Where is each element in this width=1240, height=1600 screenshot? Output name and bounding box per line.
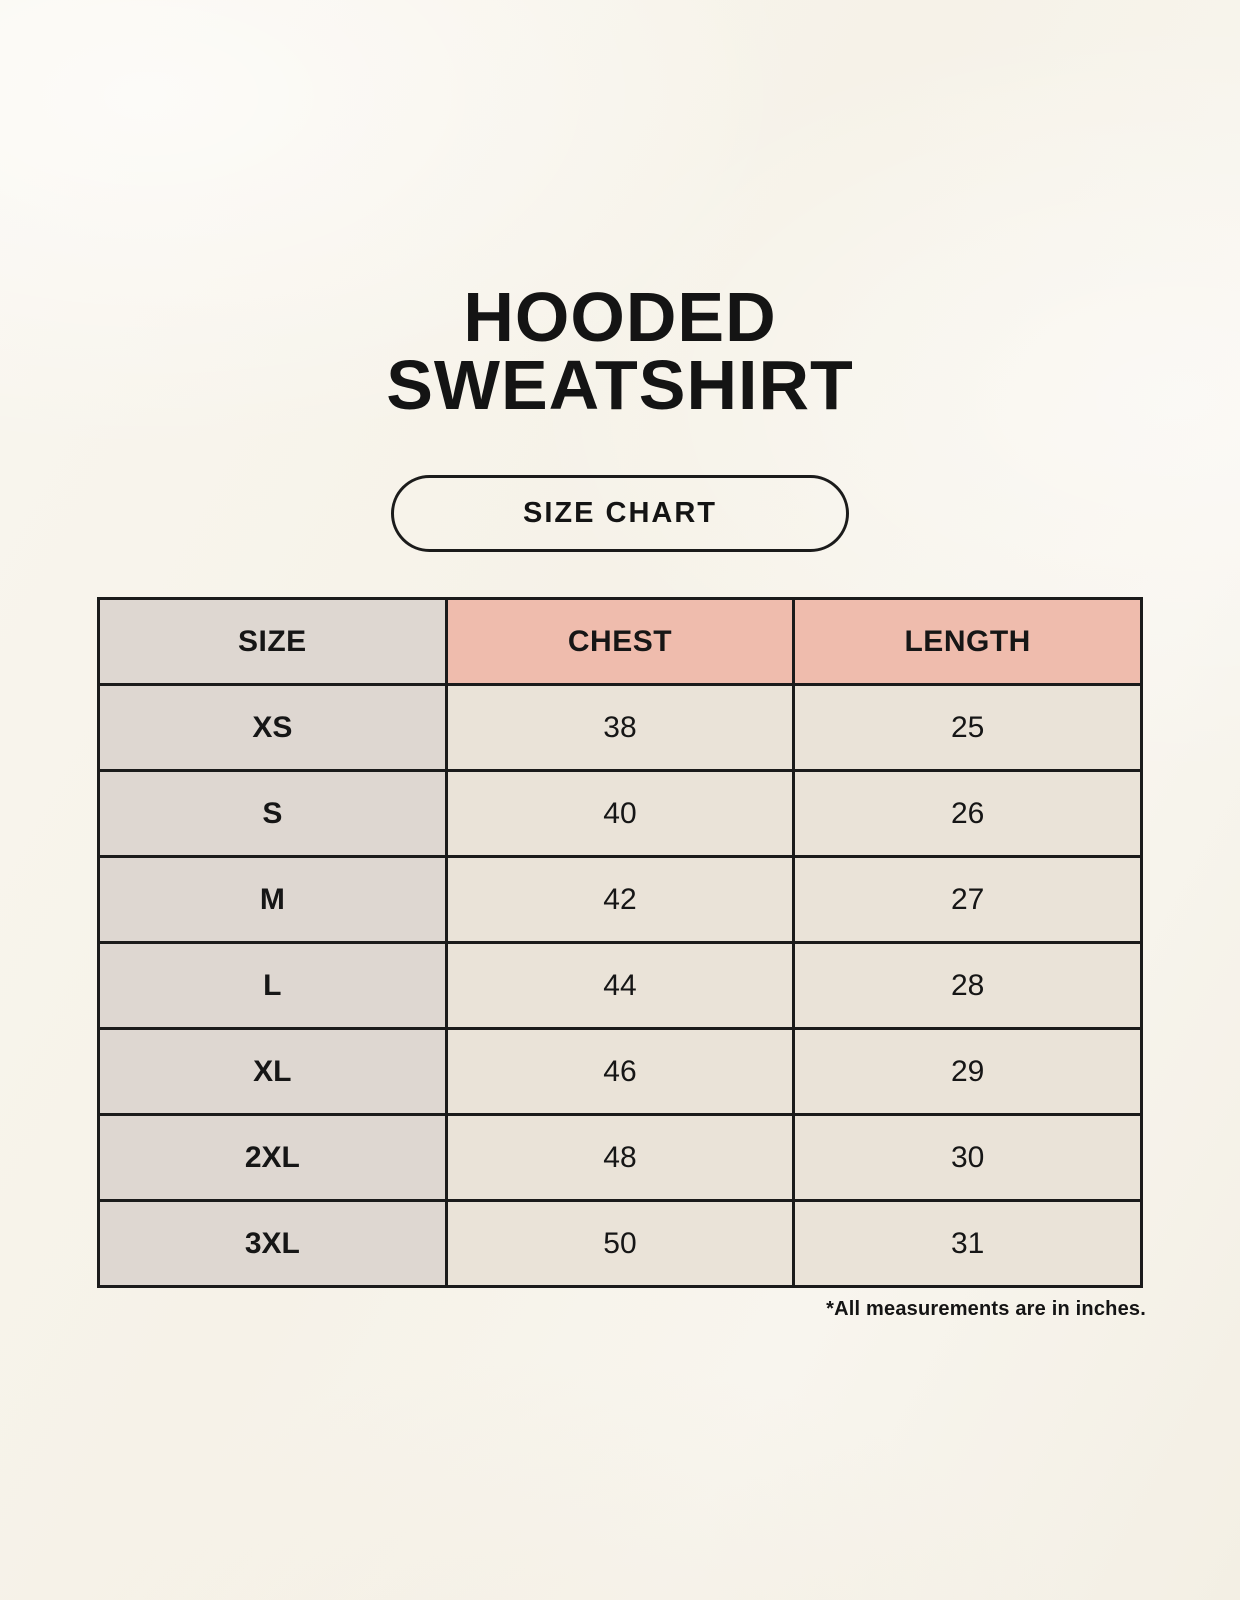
cell-size: XS bbox=[97, 683, 448, 772]
table-row: 3XL 50 31 bbox=[97, 1199, 1143, 1288]
header-cell-size: SIZE bbox=[97, 597, 448, 686]
header-cell-chest: CHEST bbox=[444, 597, 796, 686]
cell-size: 3XL bbox=[97, 1199, 448, 1288]
size-chart-table: SIZE CHEST LENGTH XS 38 25 S 40 26 M 42 … bbox=[97, 597, 1143, 1288]
cell-size: S bbox=[97, 769, 448, 858]
cell-chest: 48 bbox=[444, 1113, 796, 1202]
measurements-footnote: *All measurements are in inches. bbox=[826, 1298, 1146, 1320]
cell-length: 27 bbox=[792, 855, 1143, 944]
table-row: 2XL 48 30 bbox=[97, 1113, 1143, 1202]
size-chart-badge: SIZE CHART bbox=[391, 475, 849, 552]
cell-length: 30 bbox=[792, 1113, 1143, 1202]
page-title-line1: HOODED bbox=[463, 278, 777, 356]
table-row: XS 38 25 bbox=[97, 683, 1143, 772]
size-chart-badge-label: SIZE CHART bbox=[523, 497, 717, 529]
page-title: HOODED SWEATSHIRT bbox=[0, 0, 1240, 424]
cell-chest: 42 bbox=[444, 855, 796, 944]
cell-size: 2XL bbox=[97, 1113, 448, 1202]
cell-chest: 46 bbox=[444, 1027, 796, 1116]
cell-size: XL bbox=[97, 1027, 448, 1116]
cell-chest: 40 bbox=[444, 769, 796, 858]
table-row: M 42 27 bbox=[97, 855, 1143, 944]
table-row: L 44 28 bbox=[97, 941, 1143, 1030]
cell-size: M bbox=[97, 855, 448, 944]
cell-length: 25 bbox=[792, 683, 1143, 772]
cell-length: 26 bbox=[792, 769, 1143, 858]
cell-size: L bbox=[97, 941, 448, 1030]
table-row: XL 46 29 bbox=[97, 1027, 1143, 1116]
cell-chest: 50 bbox=[444, 1199, 796, 1288]
cell-length: 31 bbox=[792, 1199, 1143, 1288]
cell-length: 28 bbox=[792, 941, 1143, 1030]
cell-chest: 38 bbox=[444, 683, 796, 772]
table-row: S 40 26 bbox=[97, 769, 1143, 858]
cell-length: 29 bbox=[792, 1027, 1143, 1116]
table-header-row: SIZE CHEST LENGTH bbox=[97, 597, 1143, 686]
page-title-line2: SWEATSHIRT bbox=[386, 346, 854, 424]
header-cell-length: LENGTH bbox=[792, 597, 1143, 686]
cell-chest: 44 bbox=[444, 941, 796, 1030]
